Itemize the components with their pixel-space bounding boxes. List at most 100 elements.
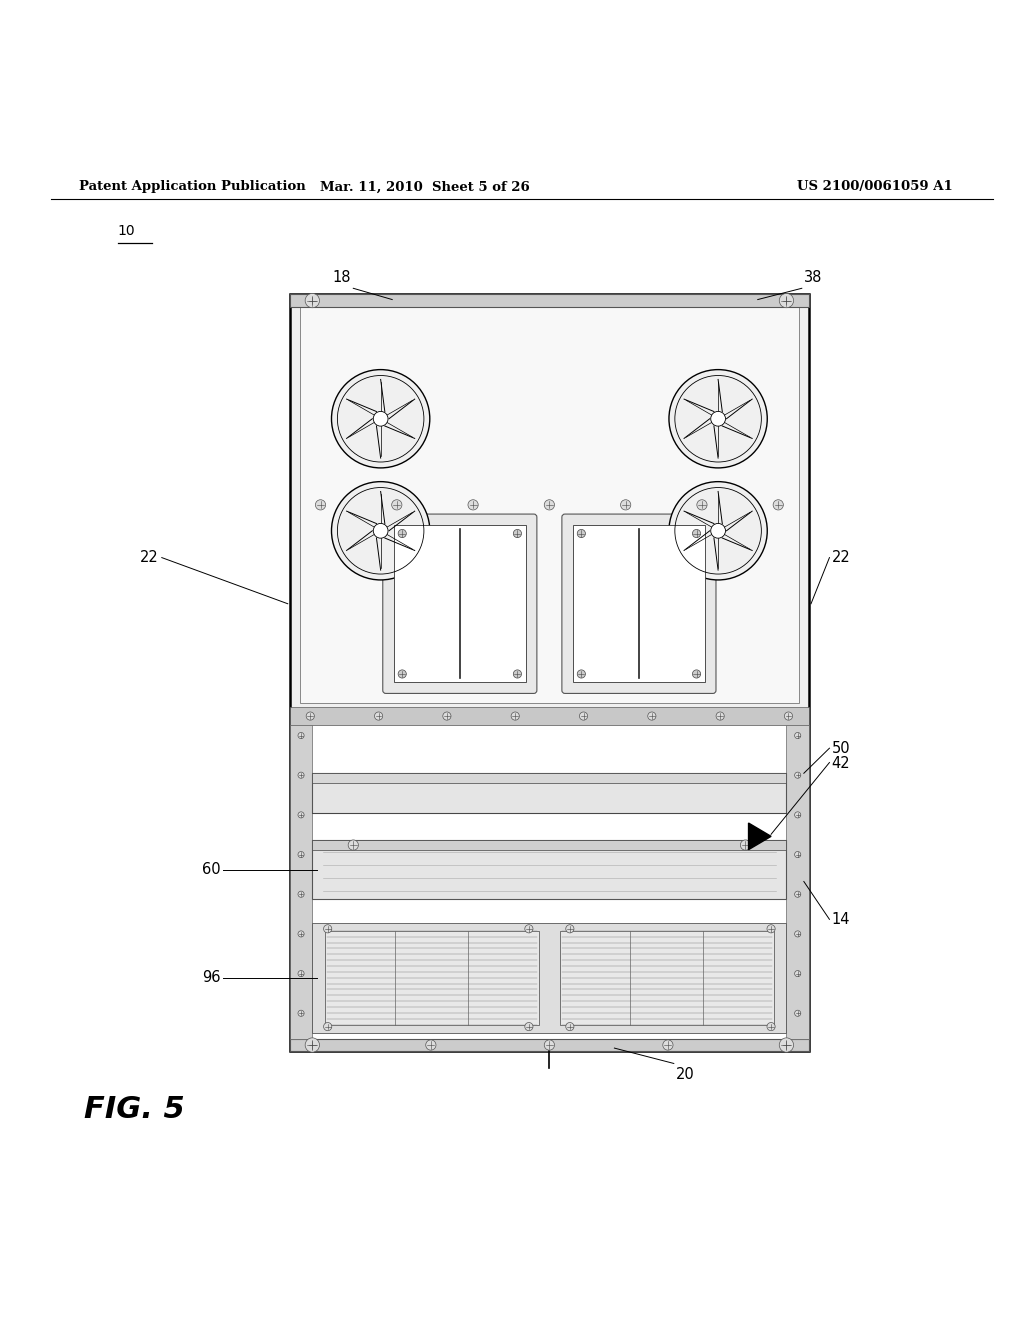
Circle shape [298,772,304,779]
Circle shape [565,925,573,933]
Circle shape [298,812,304,818]
Circle shape [511,711,519,721]
Text: 14: 14 [831,912,850,927]
Circle shape [784,711,793,721]
Circle shape [348,840,358,850]
Bar [312,840,786,850]
Bar [290,706,809,725]
Circle shape [545,500,555,510]
Circle shape [795,1010,801,1016]
Circle shape [298,851,304,858]
Circle shape [307,296,317,306]
Circle shape [524,925,532,933]
Circle shape [781,296,792,306]
Circle shape [692,529,700,537]
Circle shape [332,370,430,467]
Circle shape [781,1040,792,1051]
Circle shape [324,925,332,933]
Text: 22: 22 [831,550,850,565]
Bar [300,306,799,702]
Circle shape [513,669,521,678]
Circle shape [565,1023,573,1031]
Text: 20: 20 [676,1067,694,1081]
Circle shape [298,931,304,937]
Bar [394,525,525,682]
Bar [290,725,312,1039]
Text: FIG. 5: FIG. 5 [84,1096,184,1125]
Bar [325,931,539,1024]
Circle shape [398,669,407,678]
Bar [573,525,705,682]
Circle shape [442,711,451,721]
Circle shape [578,669,586,678]
Circle shape [779,1038,794,1052]
Circle shape [767,1023,775,1031]
Circle shape [795,812,801,818]
Circle shape [298,970,304,977]
Text: 18: 18 [333,271,351,285]
Circle shape [621,500,631,510]
Text: 42: 42 [831,756,850,771]
Bar [290,1039,809,1051]
Circle shape [298,1010,304,1016]
Circle shape [315,500,326,510]
Circle shape [795,733,801,739]
Circle shape [578,529,586,537]
Circle shape [648,711,656,721]
Circle shape [767,925,775,933]
Circle shape [669,482,767,579]
Circle shape [468,500,478,510]
Circle shape [332,482,430,579]
Bar [559,931,774,1024]
FancyBboxPatch shape [562,513,716,693]
Circle shape [374,412,388,426]
Circle shape [696,500,707,510]
Text: Patent Application Publication: Patent Application Publication [79,181,305,194]
FancyBboxPatch shape [383,513,537,693]
Circle shape [298,891,304,898]
Bar [312,840,786,899]
Circle shape [663,1040,673,1051]
Circle shape [795,851,801,858]
Circle shape [324,1023,332,1031]
Circle shape [795,931,801,937]
Text: 38: 38 [804,271,822,285]
Bar [290,294,809,706]
Circle shape [669,370,767,467]
Text: 10: 10 [118,224,135,238]
Circle shape [740,840,751,850]
Circle shape [795,772,801,779]
Circle shape [545,1040,555,1051]
Bar [312,774,786,813]
Circle shape [307,1040,317,1051]
Circle shape [391,500,401,510]
Circle shape [716,711,724,721]
Polygon shape [749,824,771,850]
Circle shape [398,529,407,537]
Text: 96: 96 [202,970,220,985]
Circle shape [305,1038,319,1052]
Circle shape [711,524,725,539]
Circle shape [374,524,388,539]
Text: 50: 50 [831,741,850,755]
Text: 22: 22 [140,550,159,565]
Circle shape [773,500,783,510]
Circle shape [305,293,319,308]
Circle shape [524,1023,532,1031]
Circle shape [375,711,383,721]
Circle shape [426,1040,436,1051]
Bar [786,725,809,1039]
Circle shape [513,529,521,537]
Text: US 2100/0061059 A1: US 2100/0061059 A1 [797,181,952,194]
Bar [312,923,786,1032]
Circle shape [298,733,304,739]
Text: Mar. 11, 2010  Sheet 5 of 26: Mar. 11, 2010 Sheet 5 of 26 [321,181,529,194]
Circle shape [580,711,588,721]
Circle shape [779,293,794,308]
Circle shape [306,711,314,721]
Circle shape [711,412,725,426]
Circle shape [692,669,700,678]
Circle shape [795,970,801,977]
Bar [312,774,786,783]
Circle shape [795,891,801,898]
